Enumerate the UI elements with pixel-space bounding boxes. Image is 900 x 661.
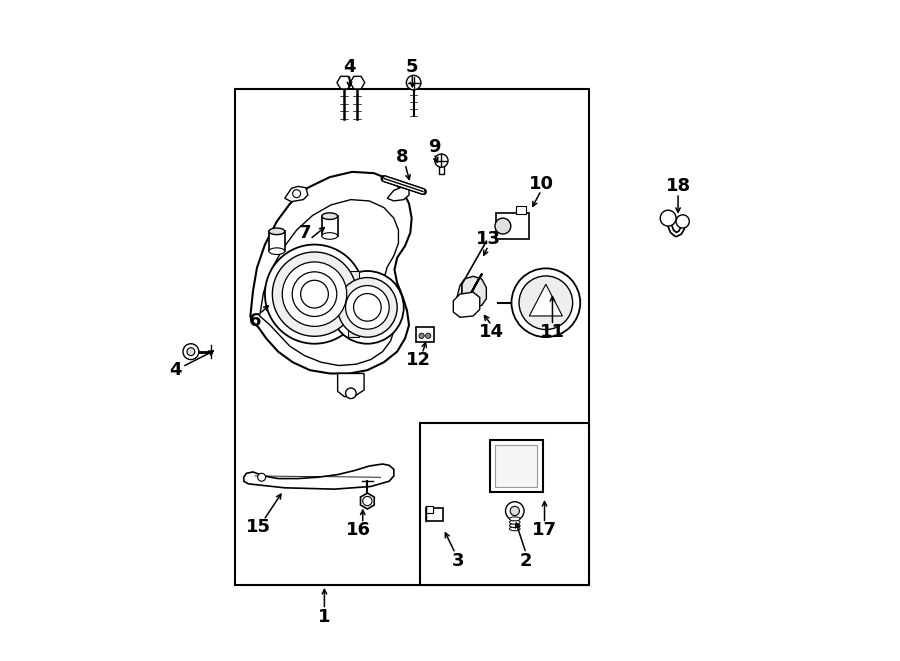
Text: 4: 4 — [169, 361, 182, 379]
Circle shape — [273, 252, 356, 336]
Bar — [269, 231, 284, 251]
Text: 12: 12 — [407, 351, 431, 369]
Bar — [416, 327, 434, 342]
Ellipse shape — [322, 213, 338, 219]
Circle shape — [511, 268, 580, 337]
Circle shape — [265, 245, 364, 344]
Circle shape — [346, 286, 389, 329]
Polygon shape — [529, 284, 562, 316]
Text: 18: 18 — [665, 177, 690, 196]
Text: 8: 8 — [395, 148, 408, 167]
Circle shape — [183, 344, 199, 360]
Ellipse shape — [269, 248, 284, 254]
Text: 17: 17 — [532, 521, 557, 539]
Text: 2: 2 — [520, 551, 532, 570]
Circle shape — [301, 280, 328, 308]
Circle shape — [187, 348, 195, 356]
Text: 15: 15 — [246, 518, 271, 537]
Circle shape — [435, 154, 448, 167]
Ellipse shape — [509, 517, 520, 521]
Text: 1: 1 — [319, 607, 330, 626]
Polygon shape — [244, 464, 394, 489]
Circle shape — [407, 75, 421, 90]
Circle shape — [510, 506, 519, 516]
Bar — [347, 271, 359, 337]
Bar — [427, 508, 443, 521]
Circle shape — [283, 262, 346, 327]
Ellipse shape — [509, 524, 520, 527]
Ellipse shape — [269, 228, 284, 235]
Text: 5: 5 — [406, 58, 419, 77]
Polygon shape — [338, 373, 364, 397]
Circle shape — [519, 276, 572, 330]
Circle shape — [506, 502, 524, 520]
Text: 4: 4 — [343, 58, 356, 77]
Bar — [322, 216, 338, 236]
Polygon shape — [284, 186, 308, 202]
Polygon shape — [259, 200, 399, 366]
Circle shape — [338, 278, 397, 337]
Bar — [496, 213, 529, 239]
Bar — [495, 445, 537, 487]
Circle shape — [257, 473, 266, 481]
Polygon shape — [350, 76, 365, 89]
Text: 14: 14 — [479, 323, 504, 341]
Bar — [490, 440, 543, 492]
Bar — [235, 89, 589, 585]
Circle shape — [495, 218, 511, 234]
Text: 6: 6 — [248, 311, 261, 330]
Polygon shape — [337, 76, 352, 89]
Text: 7: 7 — [298, 223, 310, 242]
Polygon shape — [454, 292, 480, 317]
Circle shape — [418, 333, 424, 338]
Ellipse shape — [509, 527, 520, 531]
Polygon shape — [250, 172, 411, 373]
Circle shape — [676, 215, 689, 228]
Polygon shape — [361, 493, 374, 509]
Ellipse shape — [322, 233, 338, 239]
Text: 13: 13 — [476, 230, 500, 249]
Circle shape — [363, 496, 372, 506]
Text: 9: 9 — [428, 137, 440, 156]
Bar — [516, 206, 526, 214]
Circle shape — [292, 272, 337, 317]
Ellipse shape — [509, 520, 520, 524]
Polygon shape — [387, 186, 409, 201]
Circle shape — [661, 210, 676, 226]
Text: 3: 3 — [452, 551, 464, 570]
Circle shape — [331, 271, 404, 344]
Polygon shape — [382, 177, 425, 194]
Circle shape — [354, 293, 382, 321]
Bar — [420, 423, 589, 585]
Bar — [427, 506, 433, 513]
Text: 16: 16 — [346, 521, 372, 539]
Circle shape — [292, 190, 301, 198]
Polygon shape — [456, 276, 486, 307]
Circle shape — [346, 388, 356, 399]
Text: 11: 11 — [540, 323, 565, 341]
Bar — [439, 158, 444, 174]
Text: 10: 10 — [528, 175, 554, 193]
Circle shape — [426, 333, 431, 338]
